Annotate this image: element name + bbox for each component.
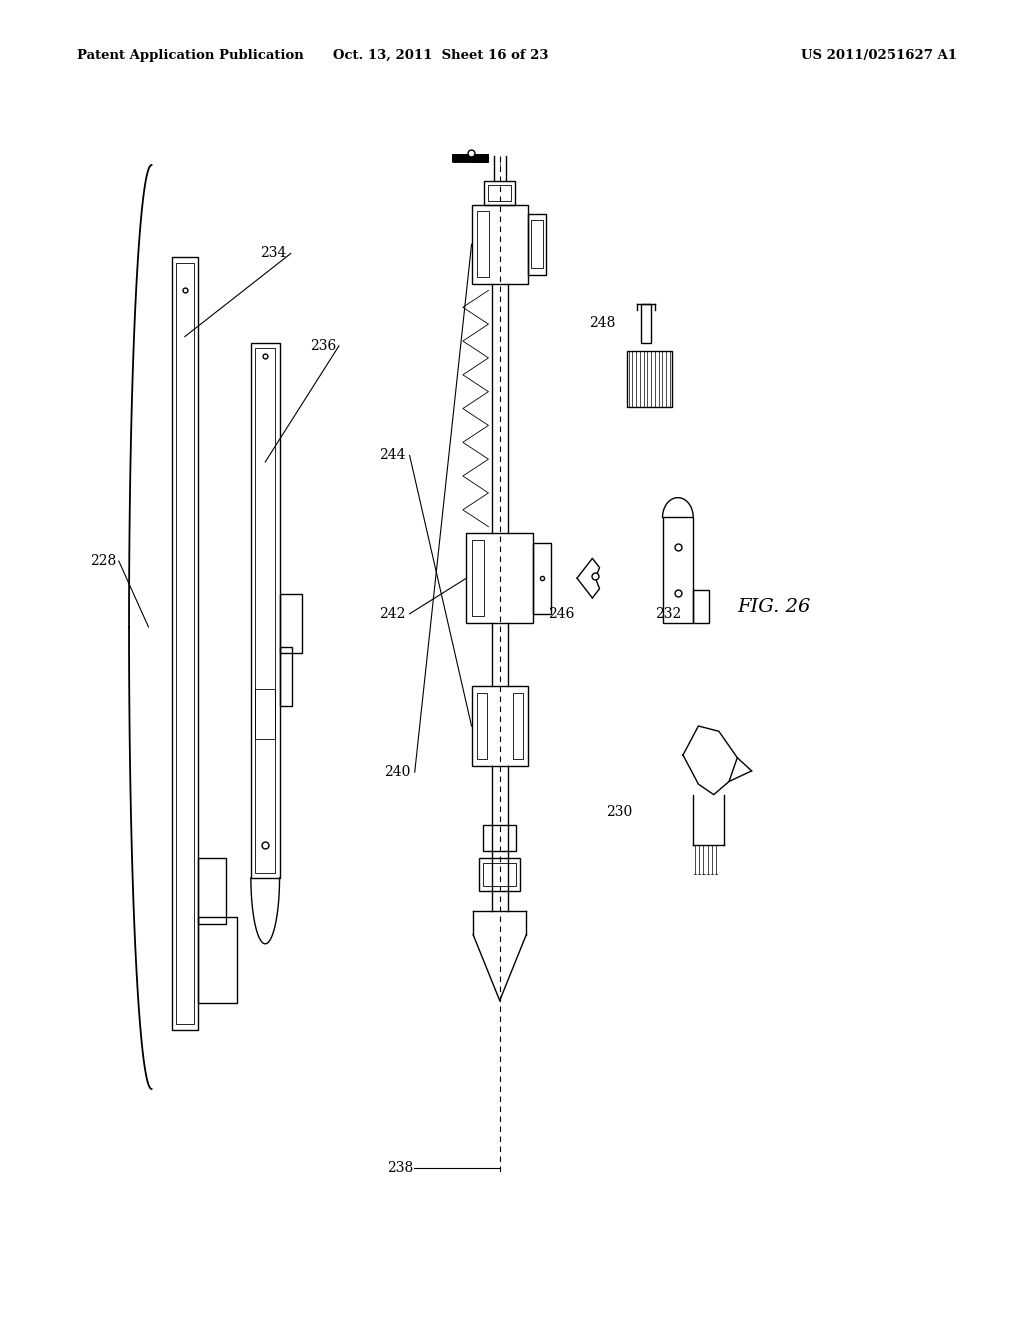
Bar [476,211,489,277]
Bar [280,647,292,706]
Bar [530,220,543,268]
Text: 240: 240 [384,766,411,779]
Text: 246: 246 [548,607,574,620]
Text: 228: 228 [90,554,117,568]
Text: Oct. 13, 2011  Sheet 16 of 23: Oct. 13, 2011 Sheet 16 of 23 [333,49,548,62]
Bar [483,825,516,851]
Bar [693,590,709,623]
Bar [627,351,672,407]
Bar [483,863,516,886]
Bar [532,543,551,614]
Bar [176,263,194,1024]
Text: US 2011/0251627 A1: US 2011/0251627 A1 [802,49,957,62]
Bar [641,304,651,343]
Text: FIG. 26: FIG. 26 [737,598,811,616]
Bar [479,858,520,891]
Bar [488,185,511,201]
Text: Patent Application Publication: Patent Application Publication [77,49,303,62]
Text: 234: 234 [260,247,287,260]
Text: 238: 238 [387,1162,414,1175]
Text: 230: 230 [606,805,633,818]
Bar [280,594,302,653]
Bar [172,257,198,1030]
Bar [528,214,547,275]
Bar [471,686,528,766]
Text: 232: 232 [655,607,682,620]
Bar [467,533,532,623]
Bar [471,205,528,284]
Text: 244: 244 [379,449,406,462]
Bar [471,540,484,616]
Bar [663,517,693,623]
Bar [251,343,280,878]
Bar [476,693,487,759]
Text: 248: 248 [589,317,615,330]
Bar [484,181,515,205]
Bar [198,917,237,1003]
Bar [198,858,226,924]
Bar [255,689,275,739]
Bar [255,348,275,873]
Text: 236: 236 [310,339,337,352]
Bar [512,693,522,759]
Text: 242: 242 [379,607,406,620]
